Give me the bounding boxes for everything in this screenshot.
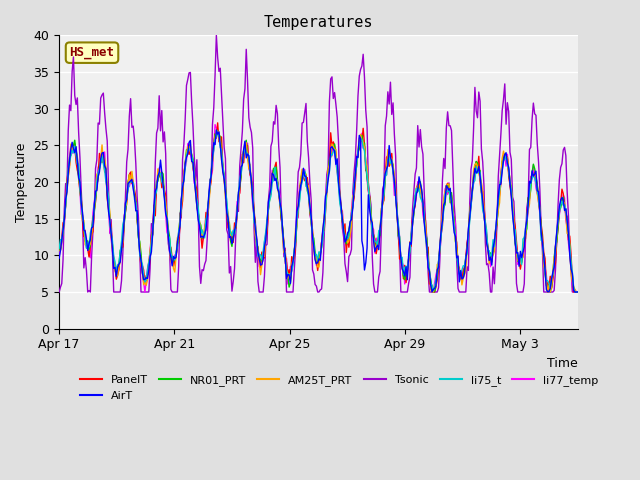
AM25T_PRT xyxy=(212,127,220,133)
li77_temp xyxy=(384,157,392,163)
Line: li75_t: li75_t xyxy=(59,132,577,292)
AM25T_PRT xyxy=(432,285,440,290)
Y-axis label: Temperature: Temperature xyxy=(15,142,28,222)
NR01_PRT xyxy=(429,289,437,295)
Line: li77_temp: li77_temp xyxy=(59,125,577,292)
X-axis label: Time: Time xyxy=(547,357,577,370)
li77_temp xyxy=(573,289,581,295)
Text: HS_met: HS_met xyxy=(70,46,115,59)
AM25T_PRT xyxy=(383,165,390,170)
Tsonic xyxy=(431,289,438,295)
AirT xyxy=(431,286,438,291)
AM25T_PRT xyxy=(55,248,63,254)
NR01_PRT xyxy=(383,164,390,170)
Tsonic xyxy=(262,243,269,249)
Tsonic xyxy=(212,33,220,38)
Tsonic xyxy=(225,270,233,276)
NR01_PRT xyxy=(214,128,221,133)
li77_temp xyxy=(432,272,440,278)
PanelT xyxy=(262,234,269,240)
Tsonic xyxy=(433,289,441,295)
AirT xyxy=(571,289,579,295)
NR01_PRT xyxy=(435,258,442,264)
Legend: PanelT, AirT, NR01_PRT, AM25T_PRT, Tsonic, li75_t, li77_temp: PanelT, AirT, NR01_PRT, AM25T_PRT, Tsoni… xyxy=(75,371,603,405)
Line: PanelT: PanelT xyxy=(59,123,577,292)
AM25T_PRT xyxy=(225,221,233,227)
PanelT xyxy=(573,289,581,295)
PanelT xyxy=(431,289,438,295)
AM25T_PRT xyxy=(118,244,125,250)
li77_temp xyxy=(141,289,148,295)
NR01_PRT xyxy=(262,235,269,240)
AM25T_PRT xyxy=(573,289,581,295)
Tsonic xyxy=(383,113,390,119)
AM25T_PRT xyxy=(428,289,436,295)
NR01_PRT xyxy=(573,289,581,295)
li75_t xyxy=(225,225,233,231)
PanelT xyxy=(225,226,233,231)
PanelT xyxy=(55,246,63,252)
AM25T_PRT xyxy=(435,263,442,269)
AirT xyxy=(118,246,125,252)
AirT xyxy=(262,237,269,243)
AirT xyxy=(383,166,390,172)
Line: NR01_PRT: NR01_PRT xyxy=(59,131,577,292)
NR01_PRT xyxy=(225,220,233,226)
Title: Temperatures: Temperatures xyxy=(264,15,373,30)
li75_t xyxy=(118,239,125,244)
NR01_PRT xyxy=(432,283,440,288)
li75_t xyxy=(573,289,581,295)
AM25T_PRT xyxy=(262,235,269,241)
PanelT xyxy=(435,265,442,271)
Tsonic xyxy=(118,278,125,284)
Tsonic xyxy=(55,289,63,295)
NR01_PRT xyxy=(118,248,125,253)
li77_temp xyxy=(227,230,234,236)
AirT xyxy=(225,235,233,240)
PanelT xyxy=(383,155,390,160)
li77_temp xyxy=(55,252,63,258)
li75_t xyxy=(571,289,579,295)
AirT xyxy=(212,127,220,132)
li75_t xyxy=(55,246,63,252)
li75_t xyxy=(214,129,221,135)
AirT xyxy=(573,289,581,295)
li77_temp xyxy=(118,245,125,251)
li77_temp xyxy=(211,122,219,128)
AirT xyxy=(433,267,441,273)
li75_t xyxy=(383,172,390,178)
PanelT xyxy=(118,244,125,250)
li75_t xyxy=(262,229,269,235)
NR01_PRT xyxy=(55,245,63,251)
li77_temp xyxy=(435,259,442,264)
li75_t xyxy=(431,284,438,290)
li77_temp xyxy=(263,228,271,233)
AirT xyxy=(55,255,63,261)
Line: AirT: AirT xyxy=(59,130,577,292)
Tsonic xyxy=(573,289,581,295)
PanelT xyxy=(214,120,221,126)
PanelT xyxy=(432,284,440,290)
Line: Tsonic: Tsonic xyxy=(59,36,577,292)
Line: AM25T_PRT: AM25T_PRT xyxy=(59,130,577,292)
li75_t xyxy=(433,270,441,276)
